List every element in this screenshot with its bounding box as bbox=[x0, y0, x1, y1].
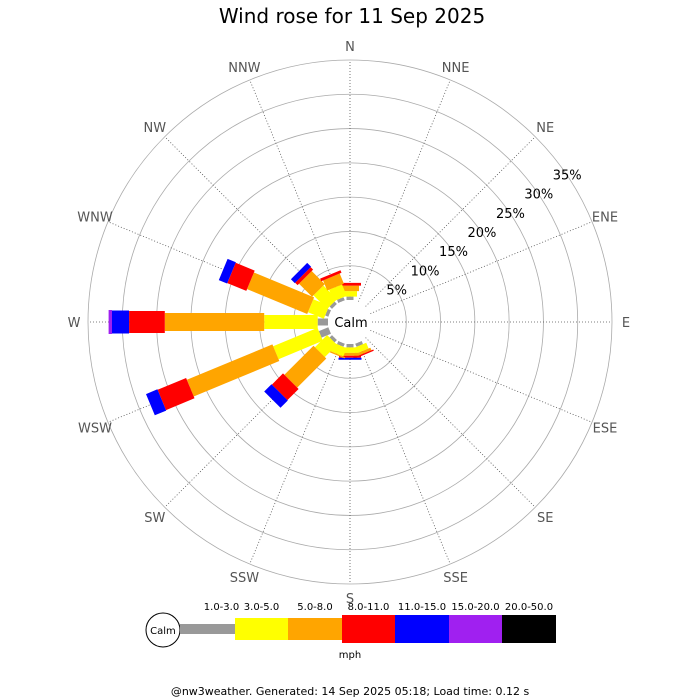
direction-label-w: W bbox=[68, 316, 81, 331]
direction-label-wnw: WNW bbox=[77, 210, 113, 225]
calm-label: Calm bbox=[334, 316, 367, 331]
spoke-se bbox=[365, 337, 536, 508]
spoke-nnw bbox=[249, 79, 342, 302]
bar-sw-bin-5 bbox=[264, 384, 288, 408]
direction-label-s: S bbox=[346, 592, 354, 607]
bar-sw-bin-4 bbox=[271, 373, 299, 401]
spoke-ne bbox=[365, 136, 536, 307]
bar-s-bin-3 bbox=[341, 352, 359, 356]
bar-wnw-bin-5 bbox=[218, 258, 236, 284]
bar-w-bin-6 bbox=[108, 310, 112, 334]
legend-swatch-4 bbox=[342, 615, 395, 643]
bar-wnw-bin-4 bbox=[227, 262, 255, 291]
legend-swatch-2 bbox=[235, 618, 288, 640]
legend-label-5: 11.0-15.0 bbox=[398, 602, 446, 613]
legend-swatch-7 bbox=[502, 615, 556, 643]
ring-35 bbox=[87, 59, 613, 585]
bar-nw-bin-2 bbox=[313, 285, 337, 309]
footer-text: @nw3weather. Generated: 14 Sep 2025 05:1… bbox=[171, 685, 530, 698]
bar-wsw-bin-3 bbox=[186, 344, 280, 397]
legend-label-4: 8.0-11.0 bbox=[348, 602, 390, 613]
bar-w-bin-2 bbox=[264, 315, 318, 329]
ring-label-35: 35% bbox=[553, 169, 582, 184]
bar-n-bin-3 bbox=[341, 285, 359, 292]
calm-center: Calm bbox=[328, 300, 372, 344]
legend: Calm 1.0-3.0 3.0-5.0 5.0-8.0 8.0-11.0 11.0-1… bbox=[145, 602, 556, 648]
bar-sse-bin-2 bbox=[353, 342, 369, 354]
direction-label-ene: ENE bbox=[592, 210, 618, 225]
direction-label-ne: NE bbox=[536, 121, 554, 136]
bar-sw-bin-3 bbox=[284, 345, 327, 388]
direction-label-nnw: NNW bbox=[228, 61, 260, 76]
spoke-ene bbox=[370, 221, 593, 314]
bar-sw-bin-1 bbox=[329, 335, 337, 343]
direction-label-nne: NNE bbox=[442, 61, 470, 76]
spoke-ese bbox=[370, 330, 593, 423]
bar-nnw-bin-3 bbox=[323, 273, 344, 291]
ring-label-30: 30% bbox=[524, 188, 553, 203]
bar-nw-bin-4 bbox=[295, 267, 314, 286]
bar-s-bin-1 bbox=[346, 344, 354, 348]
bar-s-bin-5 bbox=[338, 357, 362, 360]
bar-wnw-bin-1 bbox=[325, 309, 331, 317]
direction-label-sse: SSE bbox=[443, 571, 468, 586]
legend-calm-label: Calm bbox=[150, 626, 176, 637]
legend-label-6: 15.0-20.0 bbox=[451, 602, 499, 613]
direction-label-ssw: SSW bbox=[230, 571, 260, 586]
bar-ssw-bin-1 bbox=[337, 341, 345, 347]
ring-labels: 5% 10% 15% 20%25% 30%35% bbox=[386, 169, 581, 299]
bar-nw-bin-1 bbox=[329, 301, 337, 309]
legend-label-1: 1.0-3.0 bbox=[204, 602, 239, 613]
direction-label-nw: NW bbox=[144, 121, 167, 136]
bar-wsw-bin-2 bbox=[273, 327, 323, 360]
legend-swatch-3 bbox=[288, 618, 342, 640]
legend-unit: mph bbox=[339, 650, 361, 661]
direction-label-wsw: WSW bbox=[78, 422, 112, 437]
bar-wnw-bin-3 bbox=[247, 272, 315, 314]
bar-w-bin-5 bbox=[112, 310, 130, 334]
bar-n-bin-4 bbox=[339, 282, 361, 286]
ring-label-10: 10% bbox=[411, 264, 440, 279]
ring-label-20: 20% bbox=[467, 226, 496, 241]
legend-swatch-6 bbox=[449, 615, 502, 643]
ring-label-25: 25% bbox=[496, 207, 525, 222]
bar-nnw-bin-4 bbox=[320, 270, 342, 282]
bar-n-bin-1 bbox=[346, 296, 354, 300]
bar-sse-bin-1 bbox=[355, 341, 363, 347]
bar-wsw-bin-4 bbox=[157, 378, 195, 411]
bar-ssw-bin-3 bbox=[328, 350, 346, 359]
bar-nw-bin-3 bbox=[299, 271, 325, 297]
direction-label-n: N bbox=[345, 40, 355, 55]
legend-label-2: 3.0-5.0 bbox=[244, 602, 279, 613]
bar-n-bin-2 bbox=[343, 291, 357, 297]
bar-w-bin-4 bbox=[129, 311, 165, 333]
direction-label-se: SE bbox=[537, 511, 553, 526]
spoke-ssw bbox=[249, 342, 342, 565]
direction-label-e: E bbox=[622, 316, 630, 331]
direction-label-sw: SW bbox=[144, 511, 165, 526]
bar-wsw-bin-1 bbox=[318, 327, 331, 338]
ring-label-5: 5% bbox=[386, 284, 407, 299]
bar-s-bin-2 bbox=[343, 347, 357, 353]
bar-nnw-bin-2 bbox=[329, 284, 347, 302]
legend-label-3: 5.0-8.0 bbox=[297, 602, 332, 613]
bar-sw-bin-2 bbox=[314, 335, 337, 358]
legend-label-7: 20.0-50.0 bbox=[505, 602, 553, 613]
direction-label-ese: ESE bbox=[593, 422, 618, 437]
bar-w-bin-1 bbox=[317, 318, 328, 326]
bar-w-bin-3 bbox=[164, 313, 265, 331]
spoke-sse bbox=[358, 342, 451, 565]
bar-nnw-bin-1 bbox=[337, 297, 345, 303]
bar-wsw-bin-5 bbox=[146, 389, 167, 416]
spoke-nne bbox=[358, 79, 451, 302]
direction-labels: N NNE NE ENE E ESE SE SSE S SSW SW WSW W WNW NW NNW bbox=[68, 40, 631, 607]
ring-label-15: 15% bbox=[439, 245, 468, 260]
wind-bars bbox=[108, 258, 374, 416]
chart-title: Wind rose for 11 Sep 2025 bbox=[219, 4, 485, 28]
legend-swatch-1 bbox=[180, 624, 235, 634]
legend-swatch-5 bbox=[395, 615, 449, 643]
bar-nw-bin-5 bbox=[290, 262, 312, 284]
